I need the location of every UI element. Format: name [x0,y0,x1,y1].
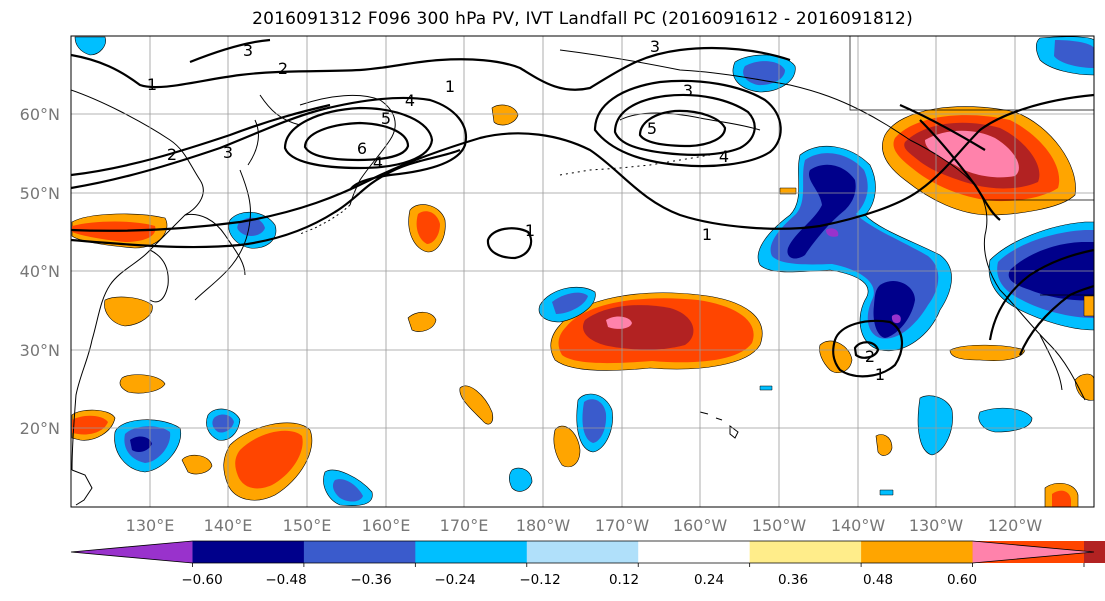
lon-label: 150°E [283,516,332,535]
contour-label: 1 [147,75,157,94]
contour-label: 1 [702,225,712,244]
contour-label: 1 [875,365,885,384]
lon-label: 140°W [831,516,886,535]
lat-label: 20°N [20,419,60,438]
colorbar-cell [1084,541,1105,563]
contour-label: 2 [167,145,177,164]
lon-label: 140°E [204,516,253,535]
contour-label: 3 [650,37,660,56]
map-frame [70,35,1095,508]
contour-label: 5 [381,109,391,128]
lat-label: 50°N [20,184,60,203]
contour-label: 5 [647,119,657,138]
colorbar-cell [415,541,528,563]
map-title: 2016091312 F096 300 hPa PV, IVT Landfall… [252,9,913,29]
colorbar-tick-label: 0.24 [694,572,724,588]
colorbar-cells [70,540,1105,564]
lon-label: 180°W [516,516,571,535]
contour-label: 3 [683,81,693,100]
longitude-labels: 130°E 140°E 150°E 160°E 170°E 180°W 170°… [126,516,1043,535]
contour-label: 4 [373,153,383,172]
colorbar-cell [861,541,974,563]
lon-label: 160°W [673,516,728,535]
colorbar-cell-min-extend [71,541,193,563]
pv-contours [71,38,1094,378]
contour-label: 3 [243,41,253,60]
latitude-labels: 60°N 50°N 40°N 30°N 20°N [20,105,60,438]
colorbar-cell [638,541,751,563]
contour-label: 1 [445,77,455,96]
colorbar-cell [749,541,862,563]
colorbar-tick-label: −0.12 [519,572,560,588]
colorbar-cell [192,541,305,563]
contour-label: 4 [719,147,729,166]
lon-label: 130°W [909,516,964,535]
colorbar-tick-label: 0.36 [778,572,808,588]
lat-label: 60°N [20,105,60,124]
lon-label: 170°E [440,516,489,535]
lon-label: 170°W [595,516,650,535]
lon-label: 120°W [988,516,1043,535]
colorbar-tick-label: −0.48 [265,572,306,588]
colorbar-tick-labels: −0.60 −0.48 −0.36 −0.24 −0.12 0.12 0.24 … [181,572,977,588]
lat-label: 30°N [20,341,60,360]
contour-labels: 1 2 3 3 4 5 6 4 4 3 5 1 1 1 2 1 2 3 [147,37,885,384]
colorbar-cell [303,541,416,563]
contour-label: 1 [525,221,535,240]
lon-label: 150°W [752,516,807,535]
lat-label: 40°N [20,262,60,281]
contour-label: 2 [278,59,288,78]
colorbar-ticks [192,563,1085,567]
colorbar-tick-label: −0.24 [434,572,475,588]
colorbar-cell [526,541,639,563]
colorbar-tick-label: 0.48 [863,572,893,588]
colorbar-tick-label: 0.60 [947,572,977,588]
lon-label: 130°E [126,516,175,535]
contour-label: 4 [405,91,415,110]
contour-label: 6 [357,139,367,158]
colorbar-tick-label: −0.36 [350,572,391,588]
contour-label: 3 [223,143,233,162]
contour-label: 2 [865,347,875,366]
colorbar: −0.60 −0.48 −0.36 −0.24 −0.12 0.12 0.24 … [70,540,1105,588]
colorbar-cell-max-extend [972,541,1094,563]
colorbar-tick-label: 0.12 [609,572,639,588]
lon-label: 160°E [362,516,411,535]
colorbar-tick-label: −0.60 [181,572,222,588]
map-panel: 1 2 3 3 4 5 6 4 4 3 5 1 1 1 2 1 2 3 [71,36,1094,507]
